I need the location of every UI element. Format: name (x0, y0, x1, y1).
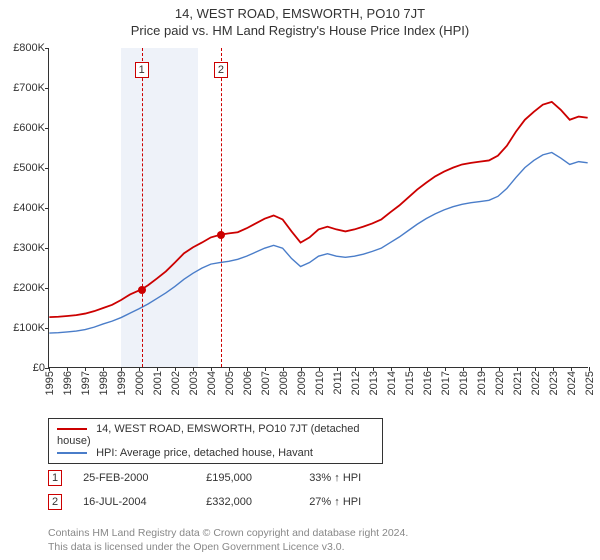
x-axis-label: 2017 (440, 371, 452, 395)
x-axis-label: 2011 (332, 371, 344, 395)
x-axis-label: 1995 (44, 371, 56, 395)
event-line (142, 48, 143, 367)
x-axis-label: 2007 (260, 371, 272, 395)
y-tick (45, 168, 49, 169)
chart-container: 14, WEST ROAD, EMSWORTH, PO10 7JT Price … (0, 0, 600, 560)
chart-svg (49, 48, 588, 367)
x-axis-label: 2025 (584, 371, 596, 395)
chart-plot-area: £0£100K£200K£300K£400K£500K£600K£700K£80… (48, 48, 588, 368)
sale-row: 1 25-FEB-2000 £195,000 33% ↑ HPI (48, 470, 361, 486)
sale-point (138, 286, 146, 294)
event-marker-label: 2 (214, 62, 228, 78)
x-axis-label: 2004 (206, 371, 218, 395)
legend-label: 14, WEST ROAD, EMSWORTH, PO10 7JT (detac… (57, 423, 360, 447)
event-marker-label: 1 (135, 62, 149, 78)
footer-line: Contains HM Land Registry data © Crown c… (48, 526, 408, 540)
y-tick (45, 88, 49, 89)
sale-marker: 1 (48, 470, 62, 486)
x-axis-label: 2008 (278, 371, 290, 395)
x-axis-label: 2010 (314, 371, 326, 395)
series-line (49, 102, 587, 317)
legend-label: HPI: Average price, detached house, Hava… (96, 447, 313, 459)
x-axis-label: 2001 (152, 371, 164, 395)
x-axis-label: 2020 (494, 371, 506, 395)
y-axis-label: £0 (5, 362, 49, 374)
y-axis-label: £600K (5, 122, 49, 134)
sale-delta: 27% ↑ HPI (309, 496, 361, 508)
y-axis-label: £800K (5, 42, 49, 54)
x-axis-label: 2016 (422, 371, 434, 395)
y-tick (45, 48, 49, 49)
x-axis-label: 2015 (404, 371, 416, 395)
x-axis-label: 2024 (566, 371, 578, 395)
series-line (49, 152, 587, 333)
x-axis-label: 2021 (512, 371, 524, 395)
x-axis-label: 2009 (296, 371, 308, 395)
footer-attribution: Contains HM Land Registry data © Crown c… (48, 526, 408, 554)
x-axis-label: 2018 (458, 371, 470, 395)
sale-date: 25-FEB-2000 (83, 472, 203, 484)
y-axis-label: £200K (5, 282, 49, 294)
y-tick (45, 288, 49, 289)
x-axis-label: 2005 (224, 371, 236, 395)
y-axis-label: £100K (5, 322, 49, 334)
event-line (221, 48, 222, 367)
y-tick (45, 248, 49, 249)
x-axis-label: 1999 (116, 371, 128, 395)
title-address: 14, WEST ROAD, EMSWORTH, PO10 7JT (0, 0, 600, 21)
footer-line: This data is licensed under the Open Gov… (48, 540, 408, 554)
sale-marker: 2 (48, 494, 62, 510)
legend-swatch (57, 452, 87, 454)
title-subtitle: Price paid vs. HM Land Registry's House … (0, 21, 600, 38)
y-axis-label: £700K (5, 82, 49, 94)
legend-box: 14, WEST ROAD, EMSWORTH, PO10 7JT (detac… (48, 418, 383, 464)
y-tick (45, 208, 49, 209)
x-axis-label: 2019 (476, 371, 488, 395)
x-axis-label: 2013 (368, 371, 380, 395)
y-axis-label: £300K (5, 242, 49, 254)
x-axis-label: 1998 (98, 371, 110, 395)
y-axis-label: £400K (5, 202, 49, 214)
sale-delta: 33% ↑ HPI (309, 472, 361, 484)
x-axis-label: 2006 (242, 371, 254, 395)
x-axis-label: 1997 (80, 371, 92, 395)
y-tick (45, 128, 49, 129)
sale-row: 2 16-JUL-2004 £332,000 27% ↑ HPI (48, 494, 361, 510)
sale-price: £332,000 (206, 496, 306, 508)
x-axis-label: 2003 (188, 371, 200, 395)
x-axis-label: 2022 (530, 371, 542, 395)
x-axis-label: 2014 (386, 371, 398, 395)
legend-swatch (57, 428, 87, 430)
legend-item: HPI: Average price, detached house, Hava… (57, 447, 374, 459)
y-axis-label: £500K (5, 162, 49, 174)
sale-price: £195,000 (206, 472, 306, 484)
x-axis-label: 2002 (170, 371, 182, 395)
x-axis-label: 2012 (350, 371, 362, 395)
sale-point (217, 231, 225, 239)
legend-item: 14, WEST ROAD, EMSWORTH, PO10 7JT (detac… (57, 423, 374, 447)
y-tick (45, 328, 49, 329)
sale-date: 16-JUL-2004 (83, 496, 203, 508)
x-axis-label: 2023 (548, 371, 560, 395)
x-axis-label: 1996 (62, 371, 74, 395)
x-axis-label: 2000 (134, 371, 146, 395)
